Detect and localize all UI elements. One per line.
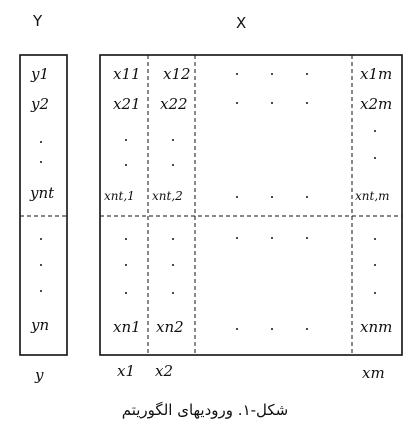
v-dot	[374, 130, 376, 132]
y-entry-2: y2	[31, 95, 50, 113]
col-label-x1: x1	[117, 362, 136, 380]
h-dot	[271, 237, 273, 239]
col-label-xm: xm	[362, 364, 385, 382]
v-dot	[172, 139, 174, 141]
v-dot	[374, 238, 376, 240]
h-dot	[236, 237, 238, 239]
v-dot	[125, 292, 127, 294]
x-matrix-box	[99, 54, 403, 356]
h-dot	[306, 237, 308, 239]
y-dot	[40, 161, 42, 163]
y-dot	[40, 238, 42, 240]
v-dot	[125, 164, 127, 166]
cell-x12: x12	[163, 65, 191, 83]
cell-xnt2: xnt,2	[152, 189, 183, 203]
header-y: Y	[33, 12, 43, 30]
cell-x11: x11	[113, 65, 141, 83]
y-entry-nt: ynt	[30, 184, 55, 202]
v-dot	[172, 164, 174, 166]
h-dot	[236, 73, 238, 75]
y-dot	[40, 141, 42, 143]
h-dot	[271, 102, 273, 104]
cell-xn1: xn1	[113, 318, 141, 336]
v-dot	[125, 238, 127, 240]
figure-caption: شکل-۱. ورودیهای الگوریتم	[121, 401, 289, 419]
cell-xnt1: xnt,1	[104, 189, 135, 203]
y-dot	[40, 264, 42, 266]
v-dot	[125, 264, 127, 266]
y-entry-n: yn	[31, 316, 50, 334]
cell-xnm: xnm	[360, 318, 393, 336]
y-bottom-label: y	[35, 366, 44, 384]
h-dot	[306, 73, 308, 75]
header-x: X	[236, 14, 247, 32]
h-dot	[306, 196, 308, 198]
y-vector-box	[19, 54, 68, 356]
v-dot	[172, 238, 174, 240]
v-dot	[172, 292, 174, 294]
cell-xntm: xnt,m	[355, 189, 390, 203]
col-label-x2: x2	[155, 362, 174, 380]
cell-xn2: xn2	[156, 318, 184, 336]
h-dot	[306, 328, 308, 330]
h-dot	[236, 102, 238, 104]
v-dot	[125, 139, 127, 141]
v-dot	[374, 264, 376, 266]
h-dot	[271, 73, 273, 75]
h-dot	[271, 196, 273, 198]
h-dot	[236, 196, 238, 198]
cell-x2m: x2m	[360, 95, 393, 113]
cell-x1m: x1m	[360, 65, 393, 83]
v-dot	[374, 292, 376, 294]
y-dot	[40, 290, 42, 292]
cell-x22: x22	[160, 95, 188, 113]
h-dot	[306, 102, 308, 104]
y-entry-1: y1	[31, 65, 50, 83]
h-dot	[271, 328, 273, 330]
v-dot	[172, 264, 174, 266]
cell-x21: x21	[113, 95, 141, 113]
h-dot	[236, 328, 238, 330]
v-dot	[374, 157, 376, 159]
